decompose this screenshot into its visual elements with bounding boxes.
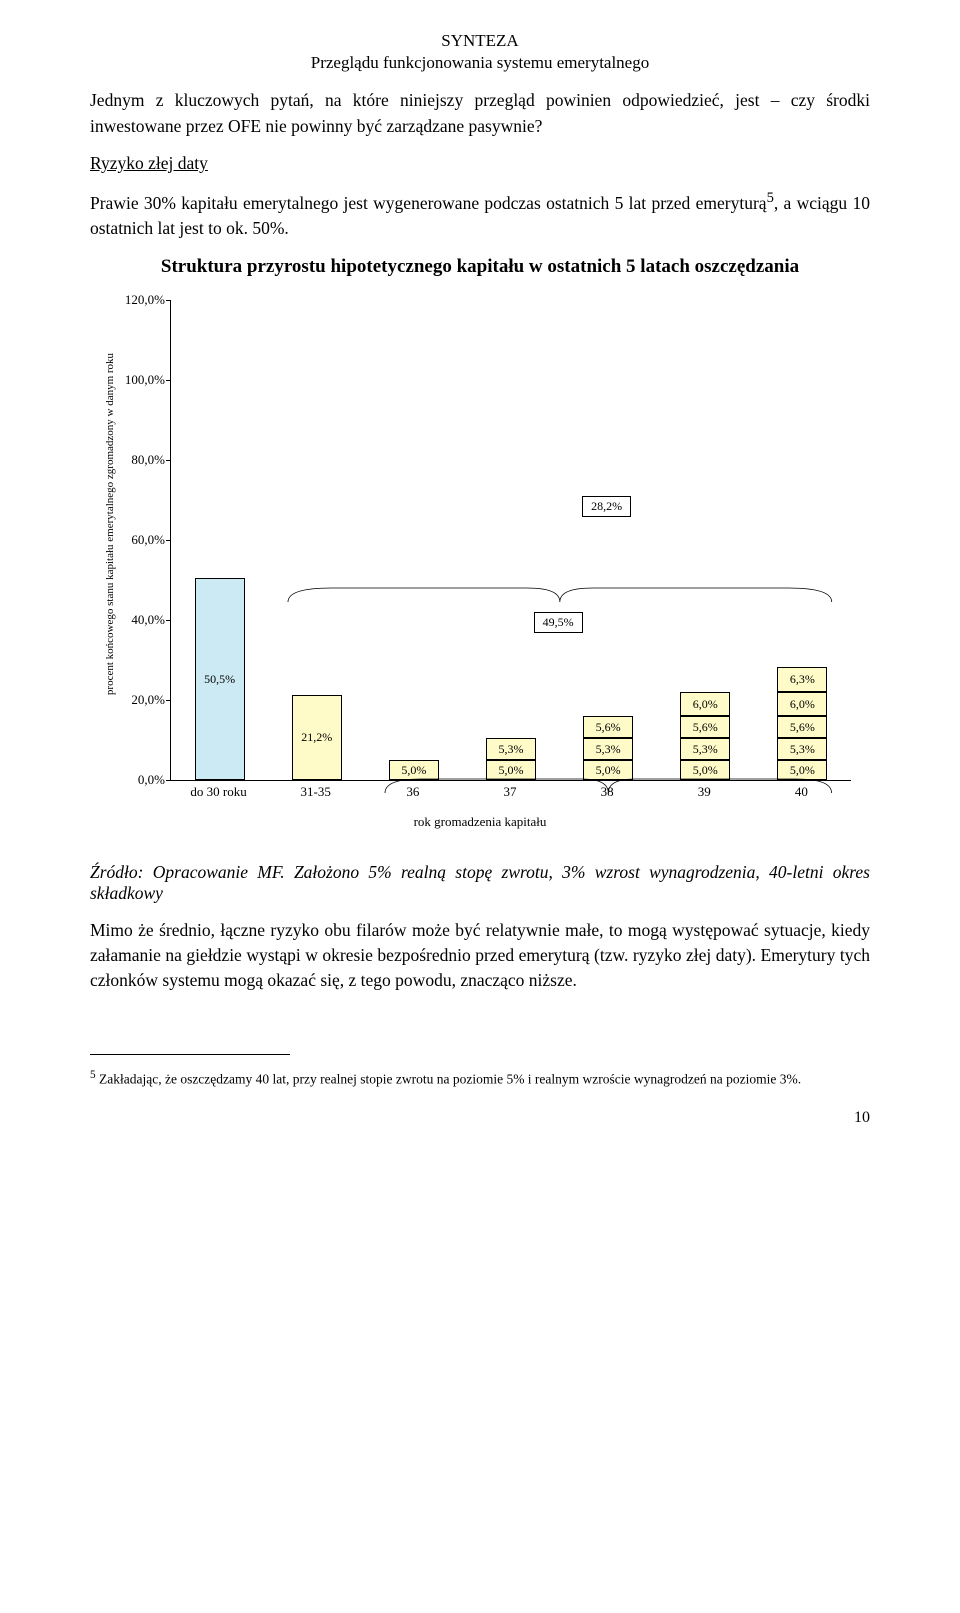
- chart-bar-label: 5,6%: [693, 720, 718, 735]
- chart-bar-label: 5,3%: [499, 742, 524, 757]
- chart-bar-label: 5,0%: [596, 763, 621, 778]
- chart-bar-label: 5,3%: [596, 742, 621, 757]
- y-tick: 120,0%: [120, 292, 165, 308]
- x-tick: 37: [504, 784, 517, 800]
- chart-bar-label: 21,2%: [301, 730, 332, 745]
- y-tick: 60,0%: [120, 532, 165, 548]
- chart-bar-label: 6,0%: [693, 697, 718, 712]
- para2-pre: Prawie 30% kapitału emerytalnego jest wy…: [90, 193, 767, 213]
- header-title: SYNTEZA: [90, 30, 870, 52]
- paragraph-conclusion: Mimo że średnio, łączne ryzyko obu filar…: [90, 918, 870, 994]
- chart-annotation-upper: 28,2%: [582, 496, 631, 517]
- x-tick: 40: [795, 784, 808, 800]
- chart-bar-label: 6,0%: [790, 697, 815, 712]
- x-tick: 39: [698, 784, 711, 800]
- footnote-separator: [90, 1054, 290, 1055]
- chart-plot-area: 50,5% 21,2% 5,0% 5,0% 5,3% 5,0% 5,3% 5,6% 5,0% 5,…: [170, 300, 851, 781]
- y-tick: 100,0%: [120, 372, 165, 388]
- y-tick: 80,0%: [120, 452, 165, 468]
- y-axis-label-text: procent końcowego stanu kapitału emeryta…: [104, 284, 116, 764]
- chart-bar-label: 5,0%: [401, 763, 426, 778]
- chart-bar-label: 6,3%: [790, 672, 815, 687]
- chart-bar-label: 5,3%: [790, 742, 815, 757]
- y-tick: 40,0%: [120, 612, 165, 628]
- chart-bar-label: 5,6%: [596, 720, 621, 735]
- heading-risk: Ryzyko złej daty: [90, 153, 870, 174]
- chart-container: procent końcowego stanu kapitału emeryta…: [90, 288, 870, 848]
- y-tick: 20,0%: [120, 692, 165, 708]
- footnote-text: Zakładając, że oszczędzamy 40 lat, przy …: [96, 1072, 801, 1087]
- footnote-ref-5: 5: [767, 190, 774, 206]
- paragraph-risk: Prawie 30% kapitału emerytalnego jest wy…: [90, 188, 870, 242]
- footnote-5: 5 Zakładając, że oszczędzamy 40 lat, prz…: [90, 1068, 870, 1089]
- x-tick: 36: [406, 784, 419, 800]
- source-line: Źródło: Opracowanie MF. Założono 5% real…: [90, 862, 870, 904]
- chart-bar-label: 5,6%: [790, 720, 815, 735]
- y-tick: 0,0%: [120, 772, 165, 788]
- x-tick: 31-35: [301, 784, 331, 800]
- chart-bar-label: 5,3%: [693, 742, 718, 757]
- page-number: 10: [90, 1109, 870, 1127]
- chart-bar-label: 5,0%: [790, 763, 815, 778]
- x-axis-label: rok gromadzenia kapitału: [90, 814, 870, 830]
- chart-annotation-lower: 49,5%: [534, 612, 583, 633]
- chart-bar-label: 5,0%: [693, 763, 718, 778]
- chart-bar-label: 5,0%: [499, 763, 524, 778]
- x-tick: 38: [601, 784, 614, 800]
- paragraph-intro: Jednym z kluczowych pytań, na które nini…: [90, 88, 870, 139]
- header-subtitle: Przeglądu funkcjonowania systemu emeryta…: [90, 52, 870, 74]
- chart-bar-label: 50,5%: [204, 672, 235, 687]
- x-tick: do 30 roku: [190, 784, 246, 800]
- chart-title: Struktura przyrostu hipotetycznego kapit…: [90, 256, 870, 278]
